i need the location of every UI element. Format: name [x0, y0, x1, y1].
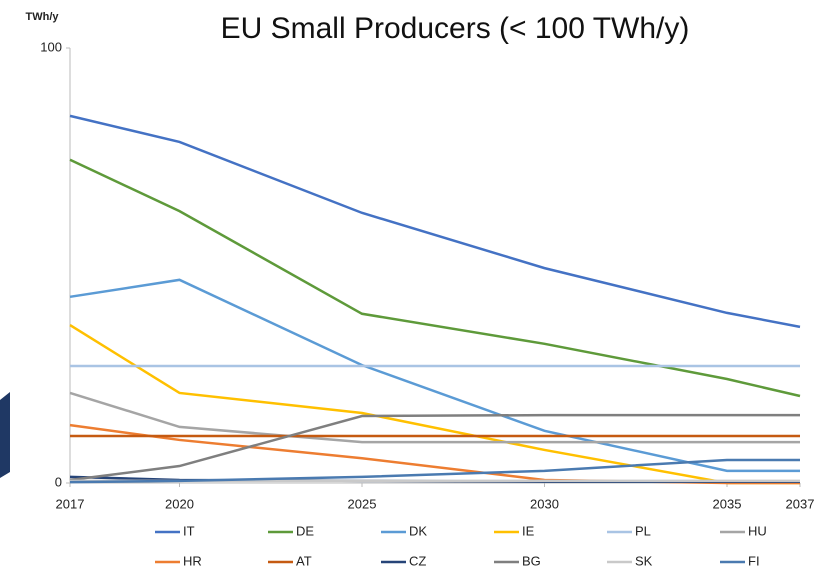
series-line: [69, 413, 800, 482]
legend-label: IE: [522, 523, 535, 538]
x-tick-label: 2037: [786, 496, 815, 511]
legend-label: IT: [183, 523, 195, 538]
legend-label: DE: [296, 523, 314, 538]
legend-label: CZ: [409, 553, 426, 568]
legend-label: PL: [635, 523, 651, 538]
series-line: [69, 158, 801, 398]
series-line: [69, 391, 800, 444]
series-line: [69, 278, 800, 473]
y-tick-label: 0: [55, 474, 62, 489]
legend-label: FI: [748, 553, 760, 568]
legend-label: AT: [296, 553, 312, 568]
series-line: [69, 114, 801, 329]
series-line: [69, 458, 800, 484]
x-tick-label: 2030: [530, 496, 559, 511]
series-line: [69, 324, 800, 485]
y-tick-label: 100: [40, 39, 62, 54]
x-tick-label: 2020: [165, 496, 194, 511]
legend-label: DK: [409, 523, 427, 538]
x-tick-label: 2025: [348, 496, 377, 511]
legend-label: HU: [748, 523, 767, 538]
legend-label: SK: [635, 553, 653, 568]
series-line: [69, 423, 800, 485]
decoration: [0, 392, 10, 478]
x-tick-label: 2035: [713, 496, 742, 511]
x-tick-label: 2017: [56, 496, 85, 511]
y-axis-label: TWh/y: [26, 11, 60, 23]
legend-label: BG: [522, 553, 541, 568]
legend-label: HR: [183, 553, 202, 568]
chart-title: EU Small Producers (< 100 TWh/y): [221, 12, 690, 45]
